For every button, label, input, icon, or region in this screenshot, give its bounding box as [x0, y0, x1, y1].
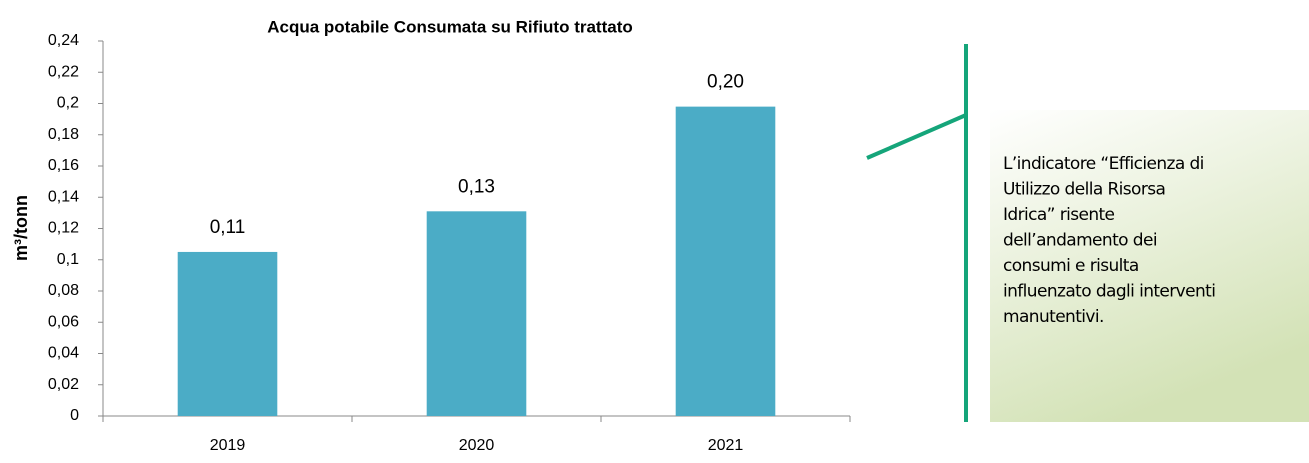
bar	[675, 106, 776, 416]
y-tick-label: 0,2	[57, 95, 79, 112]
bar	[177, 251, 278, 416]
y-tick-label: 0,04	[48, 345, 79, 362]
y-tick-label: 0,16	[48, 157, 79, 174]
callout-pointer	[866, 113, 967, 160]
y-tick-label: 0,1	[57, 251, 79, 268]
annotation-line: manutentivi.	[1003, 307, 1104, 327]
x-tick-label: 2019	[210, 437, 246, 454]
annotation-line: Idrica” risente	[1003, 205, 1115, 225]
y-tick-label: 0,22	[48, 63, 79, 80]
y-tick-label: 0,06	[48, 313, 79, 330]
annotation-box	[990, 110, 1309, 422]
value-label: 0,13	[458, 176, 495, 197]
bar	[426, 211, 527, 416]
y-tick-label: 0,08	[48, 282, 79, 299]
x-tick-label: 2021	[708, 437, 744, 454]
annotation-line: influenzato dagli interventi	[1003, 282, 1215, 302]
y-axis-label: m³/tonn	[11, 195, 31, 261]
y-tick-label: 0,14	[48, 188, 79, 205]
y-tick-label: 0,12	[48, 220, 79, 237]
y-tick-label: 0,18	[48, 126, 79, 143]
y-tick-label: 0	[70, 407, 79, 424]
y-tick-label: 0,02	[48, 376, 79, 393]
annotation-line: dell’andamento dei	[1003, 231, 1157, 251]
annotation-line: consumi e risulta	[1003, 256, 1139, 276]
annotation-line: L’indicatore “Efficienza di	[1003, 154, 1204, 174]
value-label: 0,11	[210, 217, 246, 238]
x-tick-label: 2020	[459, 437, 495, 454]
value-label: 0,20	[707, 72, 744, 93]
annotation-line: Utilizzo della Risorsa	[1003, 180, 1165, 200]
chart-title: Acqua potabile Consumata su Rifiuto trat…	[267, 17, 633, 36]
y-tick-label: 0,24	[48, 32, 79, 49]
